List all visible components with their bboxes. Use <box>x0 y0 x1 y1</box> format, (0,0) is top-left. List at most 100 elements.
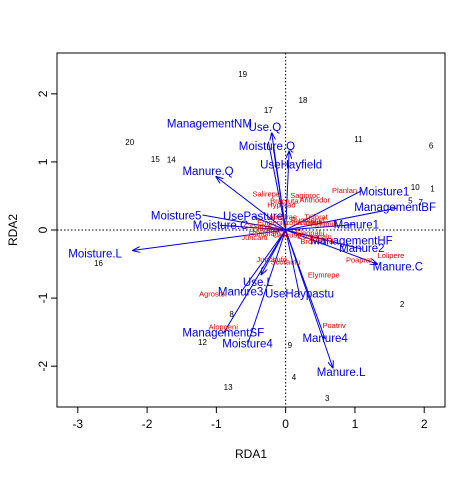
species-label: Agrostol <box>199 290 227 299</box>
biplot-arrow-manure-q <box>216 177 286 231</box>
site-label: 10 <box>411 183 420 192</box>
site-label: 8 <box>229 310 234 319</box>
biplot-arrow-moisture4 <box>247 229 287 345</box>
species-label: Empenigr <box>257 218 290 227</box>
site-label: 12 <box>198 338 207 347</box>
site-label: 3 <box>325 394 330 403</box>
species-label: Callcusp <box>273 230 302 239</box>
biplot-arrow-moisture-q <box>272 146 287 231</box>
biplot-arrow-moisture-l <box>133 229 286 250</box>
biplot-label: Manure2 <box>339 243 384 255</box>
biplot-label: Use.L <box>243 277 274 289</box>
x-tick-label: -2 <box>142 417 153 431</box>
site-label: 6 <box>429 141 434 150</box>
species-label: Juncbufo <box>257 255 287 264</box>
biplot-arrow-usepasture <box>252 215 286 231</box>
species-label: Juncarti <box>241 233 268 242</box>
species-label: Comapalu <box>298 232 332 241</box>
biplot-arrow-manure3 <box>240 229 287 293</box>
biplot-arrow-moisture-c <box>219 224 286 231</box>
reference-lines <box>57 53 445 407</box>
species-label: Poaprat <box>346 256 373 265</box>
biplot-label: ManagementHF <box>310 236 392 248</box>
y-tick-label: 0 <box>36 226 50 233</box>
site-label: 11 <box>354 135 363 144</box>
biplot-label: Manure1 <box>334 219 379 231</box>
biplot-label: Manure.Q <box>182 166 233 178</box>
species-label: Sagiproc <box>290 191 320 200</box>
species-labels: Planlan Salirepe SagiprocAnthodorBracrutaH… <box>199 186 404 331</box>
biplot-label: Manure3 <box>218 287 263 299</box>
site-label: 15 <box>151 155 160 164</box>
site-label: 17 <box>264 106 273 115</box>
site-label: 16 <box>94 259 103 268</box>
site-label: 13 <box>224 383 233 392</box>
species-label: Rumeacet <box>291 215 326 224</box>
species-label: Hyporad <box>267 200 295 209</box>
y-axis-label: RDA2 <box>6 214 20 246</box>
biplot-label: Moisture.L <box>68 249 122 261</box>
species-label: Scorautu <box>271 258 301 267</box>
biplot-arrow-manure1 <box>285 224 355 231</box>
species-label: Poatriv <box>322 321 346 330</box>
species-label: Bromhord <box>300 237 333 246</box>
species-label: Alopgeni <box>209 322 239 331</box>
species-label: Elymrepe <box>308 271 340 280</box>
biplot-arrow-usehaypastu <box>285 229 300 295</box>
biplot-label: ManagementNM <box>167 119 252 131</box>
species-label: Ranuflam <box>249 229 281 238</box>
y-tick-label: 1 <box>36 158 50 165</box>
biplot-arrow-moisture1 <box>285 190 363 231</box>
biplot-arrow-usehayfield <box>285 152 289 231</box>
site-label: 20 <box>125 138 134 147</box>
y-tick-label: -1 <box>36 292 50 303</box>
species-label: Achimill <box>311 220 337 229</box>
site-label: 4 <box>292 373 297 382</box>
biplot-arrow-manure-l <box>285 229 333 368</box>
x-axis-label: RDA1 <box>235 447 267 461</box>
species-label: Cirsarve <box>244 222 272 231</box>
biplot-label: Moisture.C <box>193 220 249 232</box>
site-label: 7 <box>419 198 424 207</box>
biplot-label: Manure4 <box>302 333 348 345</box>
biplot-label: UseHaypastu <box>265 289 334 301</box>
site-label: 5 <box>408 197 413 206</box>
species-label: Anthodor <box>300 196 331 205</box>
site-label: 9 <box>288 341 293 350</box>
species-label: Chenalbu <box>252 225 284 234</box>
biplot-label: Manure.L <box>317 367 366 379</box>
biplot-arrow-moisture5 <box>202 214 286 231</box>
biplot-arrow-managementsf <box>222 229 287 334</box>
x-tick-label: 0 <box>282 417 289 431</box>
biplot-label: Moisture4 <box>222 338 273 350</box>
species-label: Airaprae <box>269 213 297 222</box>
biplot-arrow-managementnm <box>267 141 287 231</box>
biplot-label: Use.Q <box>249 122 282 134</box>
site-label: 19 <box>238 70 247 79</box>
site-label: 14 <box>167 156 176 165</box>
species-label: Bracruta <box>270 196 299 205</box>
site-label: 1 <box>430 184 435 193</box>
biplot-label: UsePasture <box>223 211 283 223</box>
species-label: Salirepe <box>252 190 280 199</box>
site-label: 18 <box>299 96 308 105</box>
biplot-label: Moisture1 <box>359 187 410 199</box>
x-tick-label: 2 <box>421 417 428 431</box>
x-tick-label: -3 <box>72 417 83 431</box>
species-label: Trifprat <box>304 213 328 222</box>
species-label: Lolipere <box>378 251 405 260</box>
species-label: Lotucorn <box>285 218 314 227</box>
y-tick-label: 2 <box>36 90 50 97</box>
biplot-arrow-manure2 <box>285 229 362 250</box>
site-label: 2 <box>400 300 405 309</box>
biplot-label: ManagementSF <box>182 328 264 340</box>
biplot-label: Manure.C <box>373 261 424 273</box>
biplot-label: Moisture.Q <box>239 141 295 153</box>
x-tick-label: 1 <box>352 417 359 431</box>
biplot-label: ManagementBF <box>354 202 436 214</box>
